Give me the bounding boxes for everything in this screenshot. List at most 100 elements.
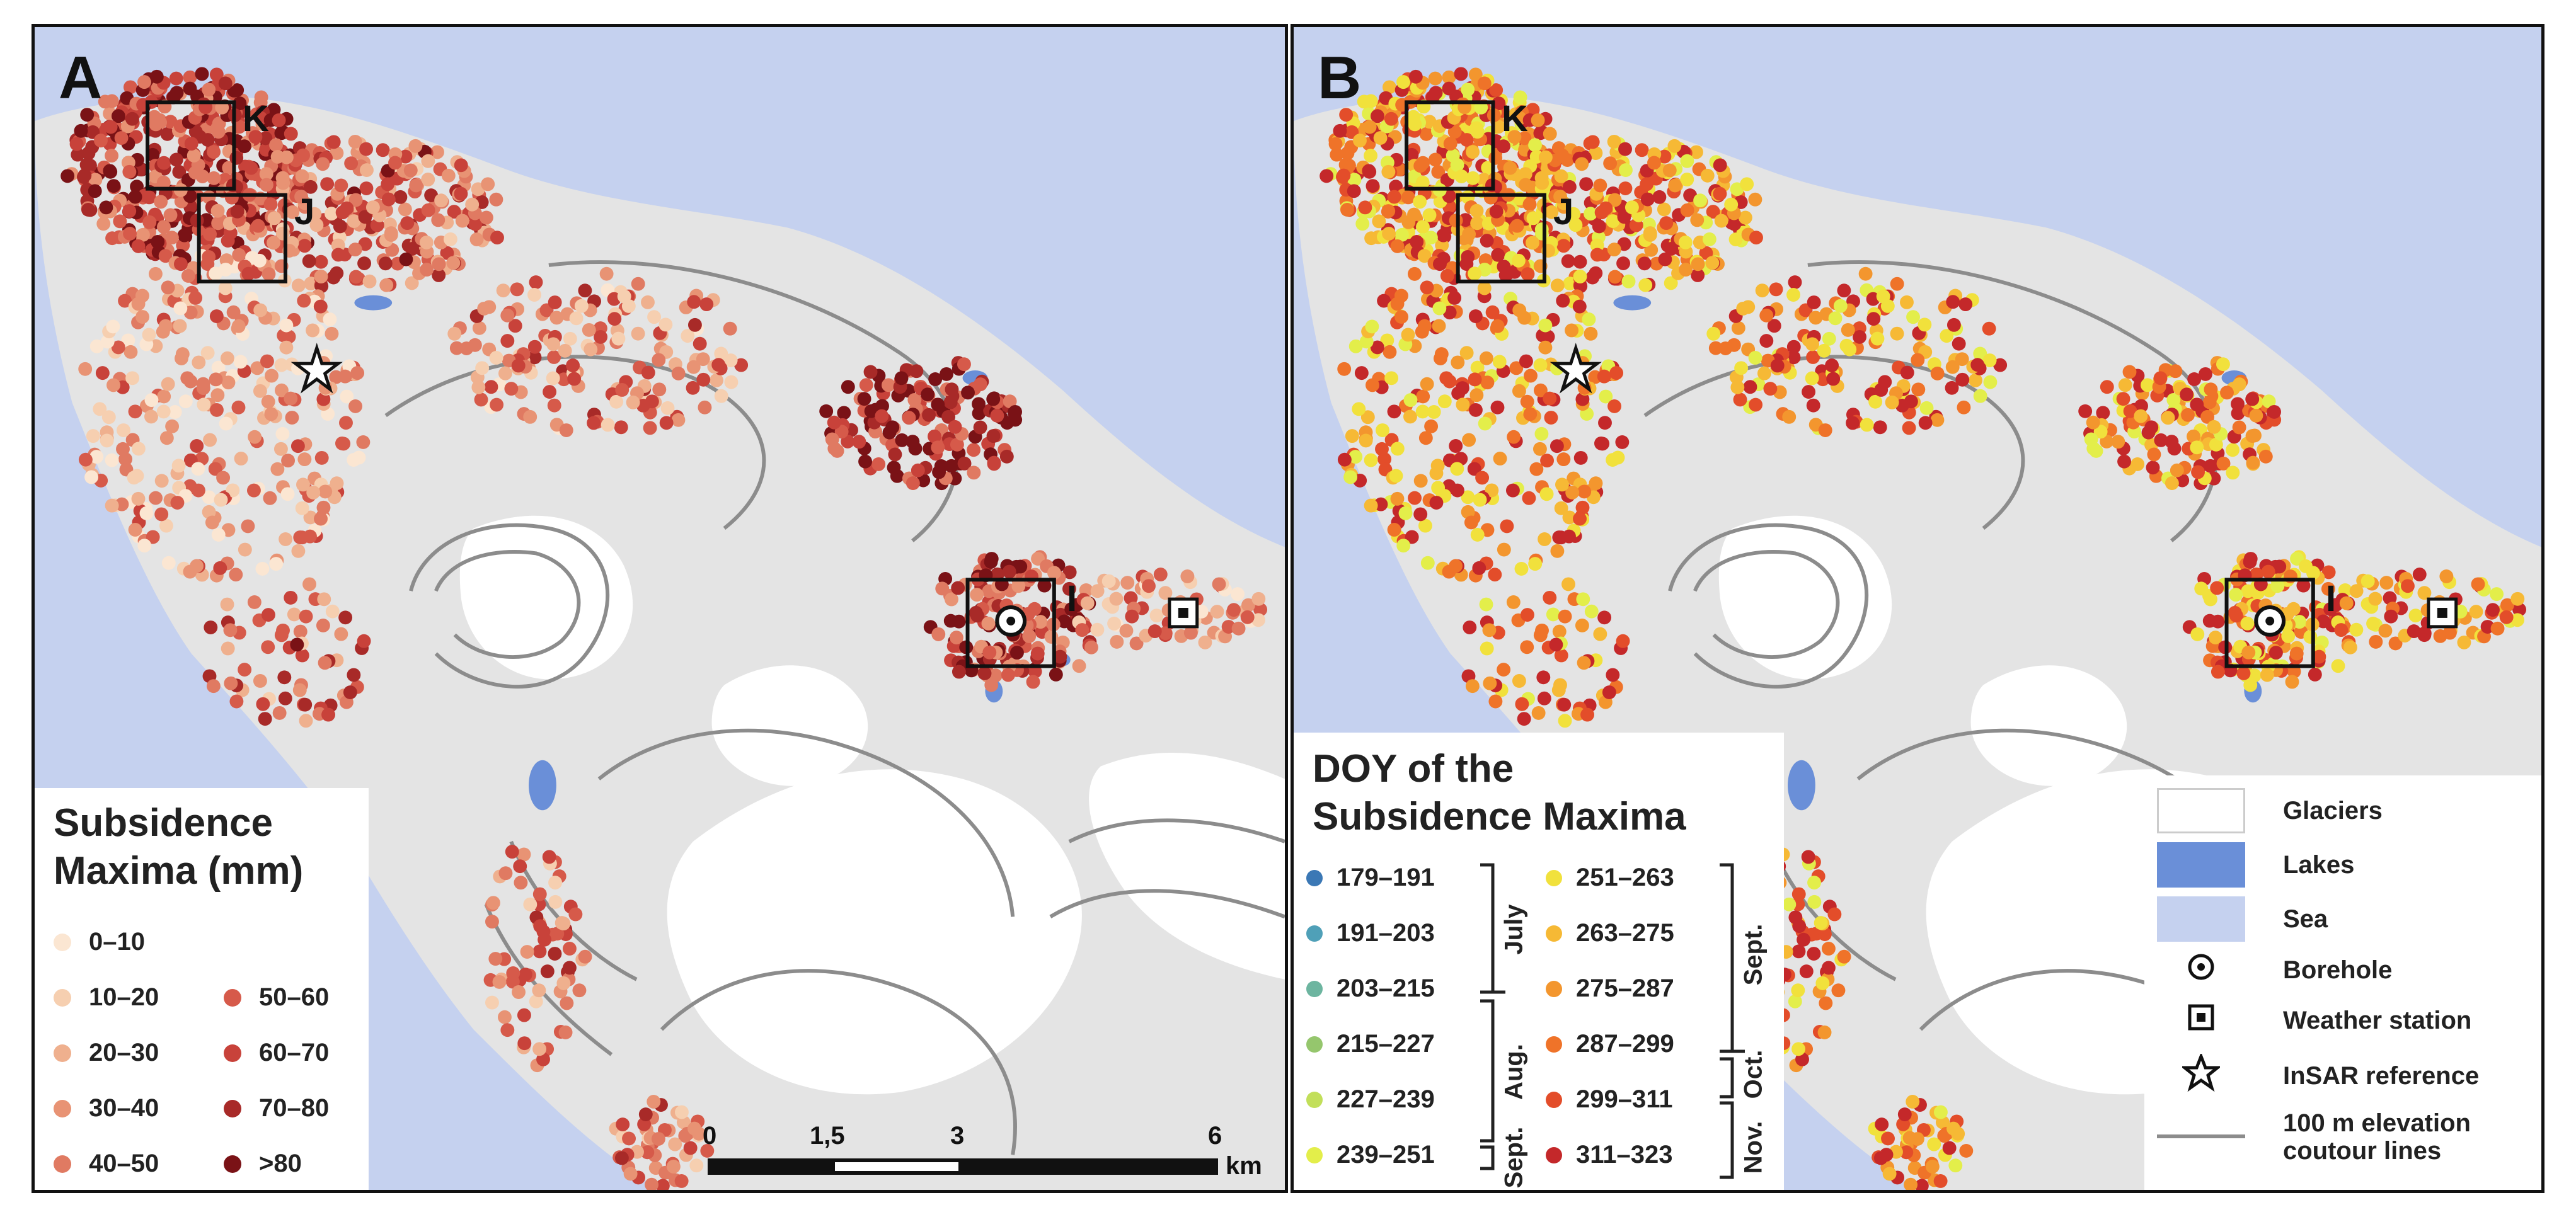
insar-point [1468,372,1482,387]
insar-point [1454,169,1469,183]
insar-point [220,351,234,365]
insar-point [200,133,215,147]
insar-point [1584,326,1598,341]
insar-point [2343,640,2357,654]
insar-point [875,409,889,423]
insar-point [546,371,560,386]
insar-point [195,169,210,183]
insar-point [148,266,163,281]
insar-point [348,193,363,207]
insar-point [1607,270,1622,284]
insar-point [284,590,298,605]
insar-point [1424,419,1439,433]
insar-point [1468,309,1483,323]
box-label-i: I [1067,578,1078,619]
insar-point [2165,435,2179,449]
insar-point [2349,622,2364,637]
insar-point [158,319,173,333]
insar-point [1736,301,1751,316]
insar-point [2384,609,2398,624]
insar-point [352,450,366,465]
insar-point [1364,498,1378,513]
insar-point [1470,125,1485,139]
insar-point [678,1129,693,1143]
insar-point [177,228,192,243]
insar-point [224,190,239,205]
insar-point [214,493,228,507]
legend-item-insar-reference: InSAR reference [2157,1052,2479,1098]
insar-point [614,1151,629,1165]
insar-point [1492,96,1506,111]
insar-point [465,197,480,212]
insar-point [696,372,711,387]
insar-point [1933,1174,1948,1188]
insar-point [79,157,94,172]
insar-point [1706,205,1720,219]
insar-point [652,353,666,367]
insar-point [1488,151,1503,165]
insar-point [203,433,217,447]
insar-point [2439,569,2454,583]
legend-item: 239–251 [1306,1141,1435,1169]
legend-swatch [54,933,71,951]
insar-point [1791,983,1805,998]
insar-point [1925,1160,1940,1174]
insar-point [1609,366,1624,380]
insar-point [489,351,503,365]
insar-point [446,256,461,270]
lake [1613,295,1652,311]
insar-point [338,610,353,625]
insar-point [233,96,247,111]
insar-point [1198,635,1212,649]
insar-point [1231,621,1246,636]
insar-point [2209,437,2223,452]
insar-point [819,404,834,418]
insar-point [609,394,624,409]
insar-point [333,219,347,234]
insar-point [1733,392,1747,407]
insar-point [1874,383,1889,397]
month-label-sept: Sept. [1739,923,1768,986]
insar-point [523,409,538,424]
insar-point [279,532,293,546]
insar-point [1680,173,1694,186]
insar-point [875,399,889,413]
insar-point [142,328,156,342]
insar-point [258,712,272,726]
insar-point [233,355,248,369]
insar-point [1522,197,1537,212]
insar-point [970,588,984,602]
insar-point [578,283,592,298]
insar-point [295,169,309,183]
insar-point [314,511,328,526]
insar-point [1147,624,1162,639]
insar-point [1456,397,1470,412]
insar-point [1449,439,1463,453]
insar-point [1806,398,1820,413]
insar-point [1554,169,1568,183]
legend-item-lakes: Lakes [2157,842,2354,888]
insar-point [123,80,137,94]
insar-point [1370,340,1384,355]
insar-point [454,186,468,201]
insar-point [1002,564,1016,579]
insar-reference-marker [1550,343,1602,394]
insar-point [388,156,402,170]
insar-point [2323,602,2338,616]
legend-swatch [224,988,241,1007]
insar-point [1579,177,1594,191]
insar-point [2236,666,2251,680]
insar-point [1333,123,1347,138]
insar-reference-marker [290,343,343,394]
insar-point [1028,665,1042,678]
insar-point [95,366,110,380]
insar-point [1807,894,1822,909]
insar-point [1526,103,1540,117]
insar-point [981,616,996,631]
insar-point [508,319,522,333]
insar-point [221,641,235,656]
insar-point [318,656,332,670]
legend-subsidence: Subsidence Maxima (mm) 0–10 10–20 20–30 … [35,788,369,1190]
insar-point [303,180,318,194]
insar-point [2490,621,2505,636]
